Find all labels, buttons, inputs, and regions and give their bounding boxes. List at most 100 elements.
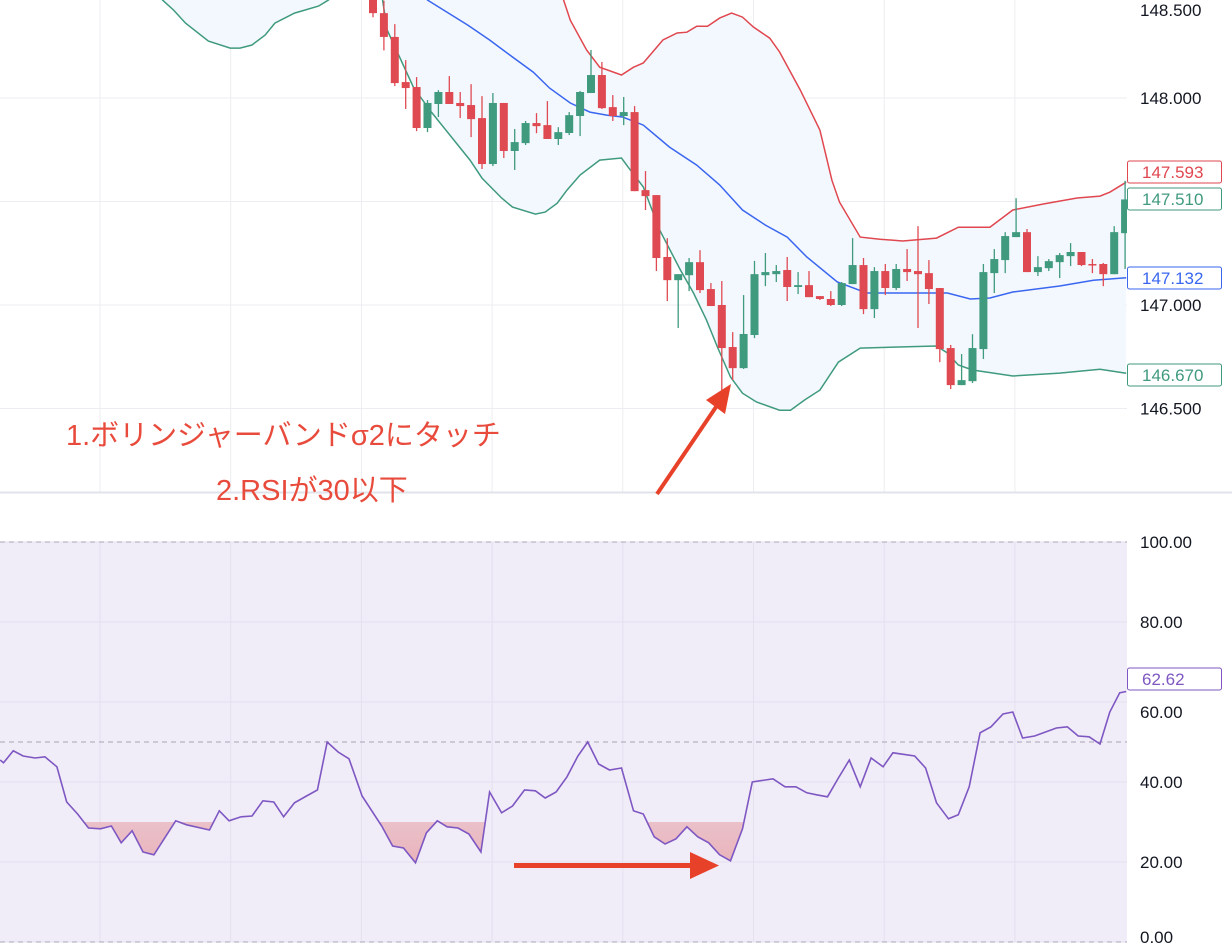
candle <box>434 90 443 118</box>
candle <box>706 283 715 307</box>
price-tick-label: 147.000 <box>1140 296 1201 315</box>
candle <box>717 280 726 391</box>
candle <box>597 61 606 109</box>
candle <box>652 195 661 272</box>
candle-body <box>990 259 999 274</box>
rsi-tick-label: 40.00 <box>1140 773 1183 792</box>
rsi-tick-label: 20.00 <box>1140 853 1183 872</box>
rsi-pane[interactable] <box>0 541 1127 943</box>
candle-body <box>652 195 661 259</box>
candle-body <box>456 102 465 107</box>
candle-body <box>1066 252 1075 257</box>
candle <box>946 344 955 390</box>
candle <box>1110 226 1119 275</box>
candle <box>685 258 694 292</box>
last-value-label-bollinger-middle-text: 147.132 <box>1142 269 1203 288</box>
candle <box>892 264 901 291</box>
last-value-label-rsi[interactable]: 62.62 <box>1127 667 1222 691</box>
candle <box>837 282 846 307</box>
price-pane[interactable] <box>0 0 1129 492</box>
candle <box>379 0 388 51</box>
price-axis[interactable]: 148.500 148.000 147.000 146.500 100.00 80.00 6… <box>1127 1 1222 946</box>
candle-body <box>794 285 803 287</box>
candle-body <box>510 142 519 151</box>
last-value-label-bollinger-middle-box <box>1127 266 1222 290</box>
candle-body <box>445 91 454 105</box>
candle <box>935 288 944 363</box>
candle-body <box>881 271 890 289</box>
last-value-label-bollinger-middle[interactable]: 147.132 <box>1127 266 1222 290</box>
candle <box>390 24 399 86</box>
candle <box>1121 180 1127 269</box>
last-value-label-bollinger-upper[interactable]: 147.593 <box>1127 160 1222 184</box>
candle <box>554 127 563 145</box>
candle-body <box>903 268 912 273</box>
candle-body <box>783 270 792 287</box>
candle <box>532 113 541 134</box>
candle <box>674 274 683 328</box>
candle-body <box>1121 199 1127 234</box>
candle <box>467 84 476 138</box>
candle <box>1066 243 1075 267</box>
candle-body <box>750 274 759 336</box>
candle-body <box>641 190 650 197</box>
candle <box>826 291 835 307</box>
rsi-tick-label: 0.00 <box>1140 928 1173 946</box>
candle-body <box>826 298 835 305</box>
candle-body <box>717 305 726 349</box>
bollinger-band-fill <box>162 0 1127 411</box>
candle <box>510 129 519 171</box>
last-value-label-rsi-box <box>1127 667 1222 691</box>
candle <box>663 238 672 302</box>
candle <box>979 264 988 360</box>
price-tick-label: 148.000 <box>1140 89 1201 108</box>
last-value-label-close-text: 147.510 <box>1142 190 1203 209</box>
candle <box>772 265 781 283</box>
candle-body <box>1055 255 1064 263</box>
last-value-label-close[interactable]: 147.510 <box>1127 187 1222 211</box>
candle-body <box>390 36 399 84</box>
candle <box>641 171 650 210</box>
candle-body <box>761 272 770 276</box>
candle <box>750 260 759 339</box>
candle-body <box>630 112 639 192</box>
candle-body <box>1033 267 1042 273</box>
candle <box>859 258 868 315</box>
rsi-tick-label: 100.00 <box>1140 533 1192 552</box>
candle-body <box>935 288 944 350</box>
candle-body <box>968 348 977 382</box>
candle <box>412 77 421 132</box>
last-value-label-bollinger-lower[interactable]: 146.670 <box>1127 363 1222 387</box>
candle-body <box>696 262 704 291</box>
candle <box>805 271 813 298</box>
candle <box>990 249 999 293</box>
candle <box>761 253 770 287</box>
candle-body <box>423 102 432 129</box>
candle-body <box>815 296 824 299</box>
candle <box>565 112 574 136</box>
candle-body <box>1012 232 1021 238</box>
candle-body <box>1110 232 1119 275</box>
candle <box>1088 259 1097 274</box>
annotation-rsi-below-30: 2.RSIが30以下 <box>216 474 408 507</box>
candle <box>401 60 410 109</box>
candle <box>630 106 639 192</box>
candle-body <box>576 91 585 117</box>
candle <box>488 93 497 167</box>
candle <box>1023 229 1031 273</box>
candle <box>739 295 748 369</box>
candle-body <box>870 271 879 310</box>
candle-body <box>957 380 966 386</box>
candle <box>696 250 704 293</box>
candle-body <box>608 107 617 117</box>
rsi-grid <box>0 541 1127 943</box>
candle-body <box>499 102 508 151</box>
rsi-oversold-fill <box>0 822 1127 863</box>
candle-body <box>521 123 530 144</box>
candle-body <box>706 289 715 307</box>
candle <box>881 264 890 296</box>
candle <box>445 76 454 105</box>
candle <box>1077 252 1086 267</box>
candle-body <box>488 102 497 165</box>
candle <box>456 91 465 119</box>
